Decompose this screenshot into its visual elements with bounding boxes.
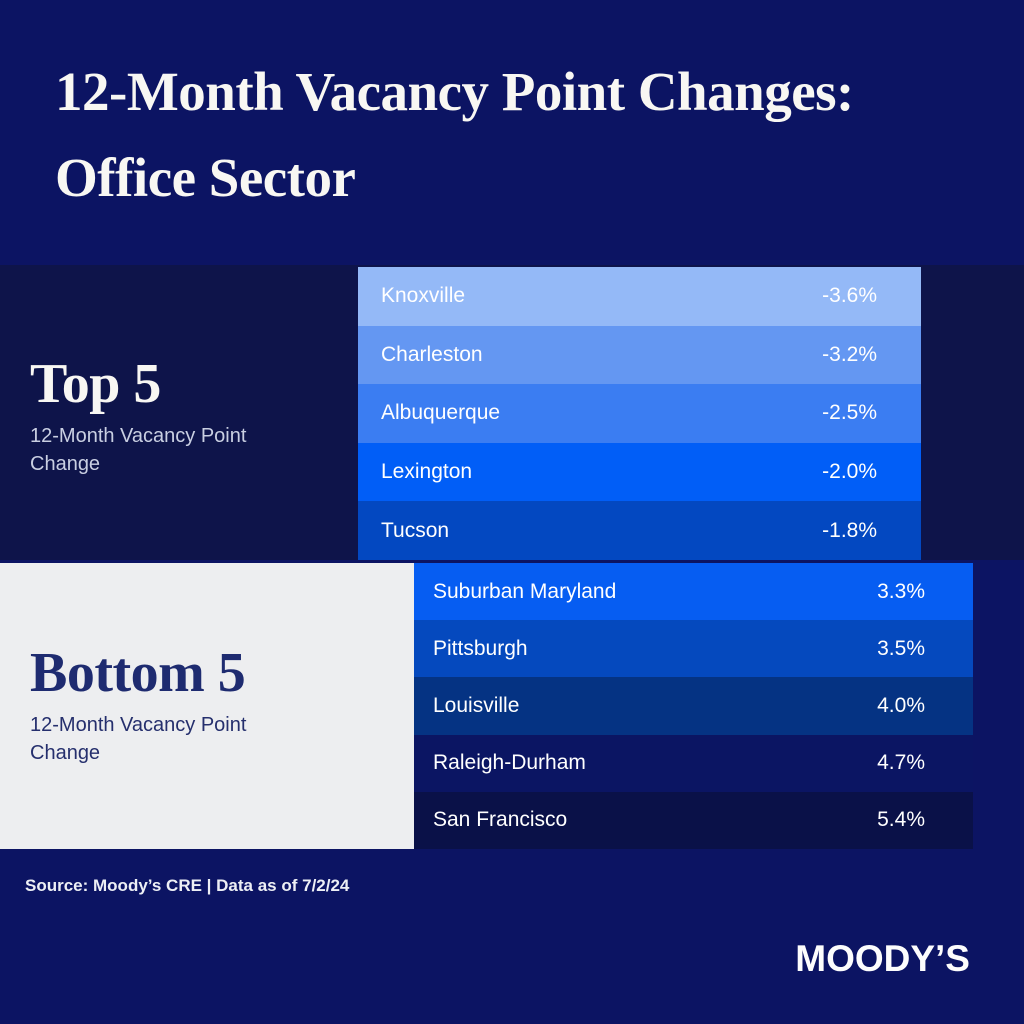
bottom5-panel: [0, 563, 414, 849]
bottom5-subtitle-line-1: 12-Month Vacancy Point: [30, 714, 247, 736]
table-row: Charleston -3.2%: [358, 325, 921, 385]
top5-subtitle-line-2: Change: [30, 453, 101, 475]
top5-subtitle-line-1: 12-Month Vacancy Point: [30, 425, 247, 447]
bottom5-subtitle-line-2: Change: [30, 742, 101, 764]
bottom5-heading: Bottom 5: [30, 642, 246, 704]
city-label: Tucson: [381, 518, 450, 542]
top5-label-block: Top 5 12-Month Vacancy Point Change: [30, 354, 360, 478]
city-label: Charleston: [381, 342, 483, 366]
table-row: Albuquerque -2.5%: [358, 384, 921, 443]
moodys-logo: MOODY’S: [795, 938, 970, 979]
title-line-1: 12-Month Vacancy Point Changes:: [55, 61, 854, 122]
bottom5-ranked-list: Suburban Maryland 3.3% Pittsburgh 3.5% Louis…: [414, 563, 973, 850]
title-line-2: Office Sector: [55, 147, 356, 208]
value-label: -3.2%: [822, 342, 877, 366]
table-row: Pittsburgh 3.5%: [414, 620, 973, 678]
city-label: San Francisco: [433, 808, 568, 832]
value-label: 5.4%: [877, 808, 925, 832]
city-label: Louisville: [433, 694, 520, 717]
city-label: Raleigh-Durham: [433, 751, 586, 775]
table-row: Raleigh-Durham 4.7%: [414, 734, 973, 792]
table-row: Suburban Maryland 3.3%: [414, 563, 973, 621]
top5-ranked-list: Knoxville -3.6% Charleston -3.2% Albuquerque…: [358, 267, 921, 560]
page-title: 12-Month Vacancy Point Changes: Office S…: [55, 49, 854, 221]
value-label: 4.7%: [877, 751, 925, 775]
value-label: -3.6%: [822, 284, 877, 308]
city-label: Suburban Maryland: [433, 579, 617, 603]
table-row: Knoxville -3.6%: [358, 267, 921, 326]
table-row: San Francisco 5.4%: [414, 791, 973, 850]
city-label: Knoxville: [381, 284, 466, 308]
table-row: Tucson -1.8%: [358, 501, 921, 560]
value-label: 3.5%: [877, 636, 925, 660]
city-label: Albuquerque: [381, 401, 501, 425]
city-label: Pittsburgh: [433, 636, 528, 660]
table-row: Lexington -2.0%: [358, 442, 921, 502]
value-label: -2.5%: [822, 401, 877, 425]
bottom5-label-block: Bottom 5 12-Month Vacancy Point Change: [30, 643, 360, 767]
value-label: 4.0%: [877, 694, 925, 717]
table-row: Louisville 4.0%: [414, 677, 973, 735]
bottom5-subtitle: 12-Month Vacancy Point Change: [30, 711, 360, 767]
top5-subtitle: 12-Month Vacancy Point Change: [30, 422, 360, 478]
value-label: -2.0%: [822, 460, 877, 484]
top5-heading: Top 5: [30, 353, 161, 415]
city-label: Lexington: [381, 460, 473, 484]
value-label: 3.3%: [877, 579, 925, 603]
source-note: Source: Moody’s CRE | Data as of 7/2/24: [25, 876, 350, 895]
value-label: -1.8%: [822, 518, 877, 542]
